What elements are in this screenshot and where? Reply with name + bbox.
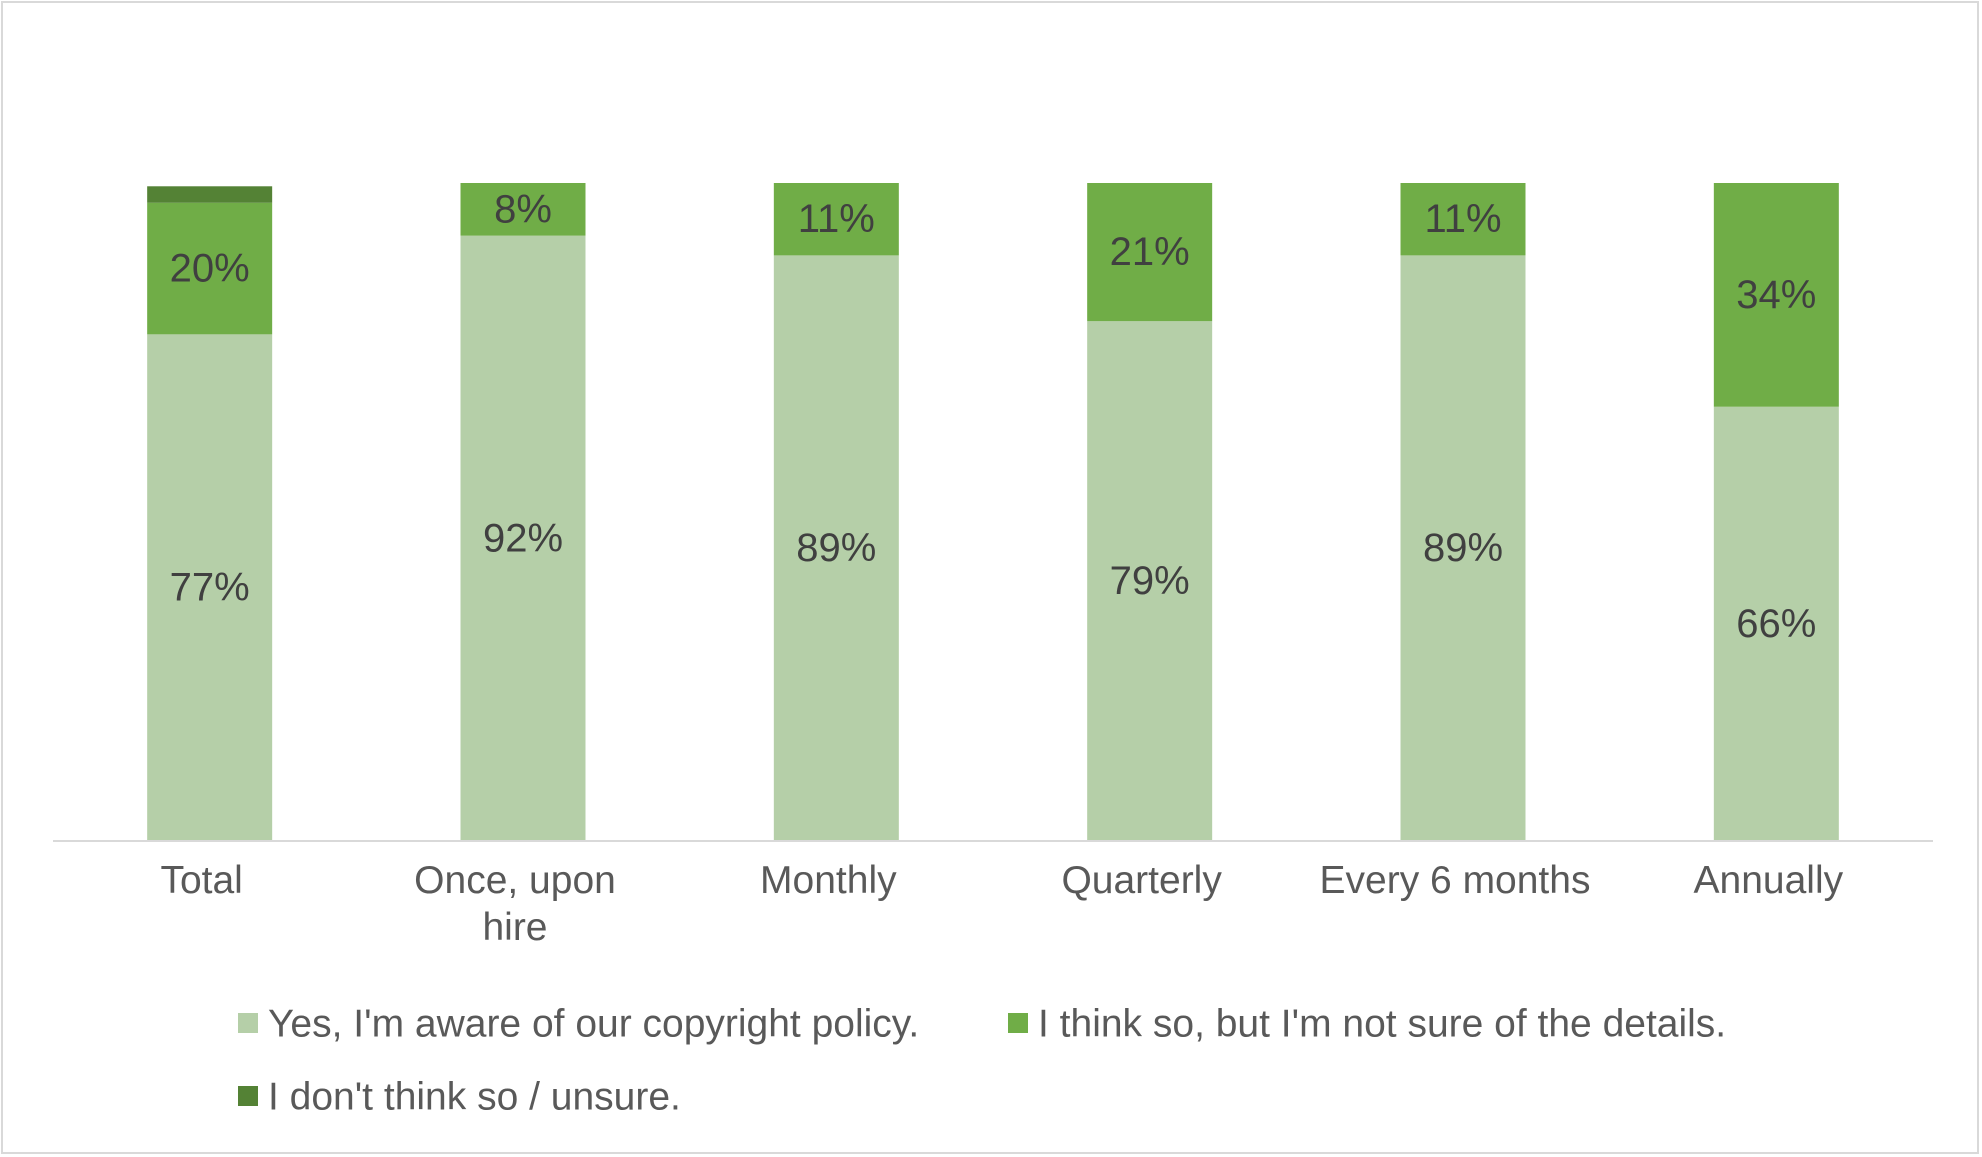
legend-swatch-unsure bbox=[238, 1086, 258, 1106]
category-labels-group: Total Once, upon hire Monthly Quarterly Every… bbox=[160, 859, 1843, 949]
bar-segment-total-not-sure bbox=[147, 202, 273, 335]
legend-swatch-not-sure bbox=[1008, 1013, 1028, 1033]
bar-segment-annually-aware bbox=[1713, 406, 1839, 841]
legend-label-unsure: I don't think so / unsure. bbox=[268, 1076, 681, 1119]
legend-label-not-sure: I think so, but I'm not sure of the deta… bbox=[1038, 1003, 1726, 1046]
category-label-quarterly: Quarterly bbox=[1061, 859, 1222, 902]
data-label-once-upon-hire-aware: 92% bbox=[483, 516, 563, 560]
bar-segment-annually-not-sure bbox=[1713, 183, 1839, 407]
data-label-total-aware: 77% bbox=[170, 566, 250, 610]
data-label-once-upon-hire-not-sure: 8% bbox=[494, 187, 552, 231]
data-label-quarterly-not-sure: 21% bbox=[1110, 230, 1190, 274]
data-label-total-not-sure: 20% bbox=[170, 247, 250, 291]
category-label-monthly: Monthly bbox=[760, 859, 897, 902]
bar-segment-once-upon-hire-aware bbox=[460, 235, 586, 841]
category-label-annually: Annually bbox=[1694, 859, 1844, 902]
bar-segment-quarterly-not-sure bbox=[1087, 183, 1213, 322]
bar-segment-quarterly-aware bbox=[1087, 321, 1213, 841]
category-label-every-6-months: Every 6 months bbox=[1320, 859, 1591, 902]
stacked-bar-chart: 77% 20% 92% 8% 89% 11% 79% 21% 89% 11% 66% 34% Tota… bbox=[53, 183, 1933, 1119]
bar-segment-total-aware bbox=[147, 334, 273, 841]
data-label-annually-aware: 66% bbox=[1736, 602, 1816, 646]
data-labels-group: 77% 20% 92% 8% 89% 11% 79% 21% 89% 11% 66% 34% bbox=[170, 187, 1817, 646]
data-label-every-6-months-aware: 89% bbox=[1423, 526, 1503, 570]
data-label-monthly-aware: 89% bbox=[796, 526, 876, 570]
bar-segment-every-6-months-not-sure bbox=[1400, 183, 1526, 256]
data-label-monthly-not-sure: 11% bbox=[798, 197, 875, 241]
legend-label-aware: Yes, I'm aware of our copyright policy. bbox=[268, 1003, 919, 1046]
bar-segment-monthly-aware bbox=[773, 255, 899, 841]
legend-swatch-aware bbox=[238, 1013, 258, 1033]
bar-segment-total-unsure bbox=[147, 186, 273, 203]
data-label-annually-not-sure: 34% bbox=[1736, 273, 1816, 317]
category-label-once-upon-hire: Once, upon hire bbox=[414, 859, 616, 949]
bar-segment-once-upon-hire-not-sure bbox=[460, 183, 586, 236]
data-label-quarterly-aware: 79% bbox=[1110, 559, 1190, 603]
bar-segment-monthly-not-sure bbox=[773, 183, 899, 256]
bars-group bbox=[147, 183, 1839, 841]
bar-segment-every-6-months-aware bbox=[1400, 255, 1526, 841]
legend: Yes, I'm aware of our copyright policy. I… bbox=[238, 1003, 1726, 1119]
data-label-every-6-months-not-sure: 11% bbox=[1424, 197, 1501, 241]
category-label-total: Total bbox=[160, 859, 242, 902]
